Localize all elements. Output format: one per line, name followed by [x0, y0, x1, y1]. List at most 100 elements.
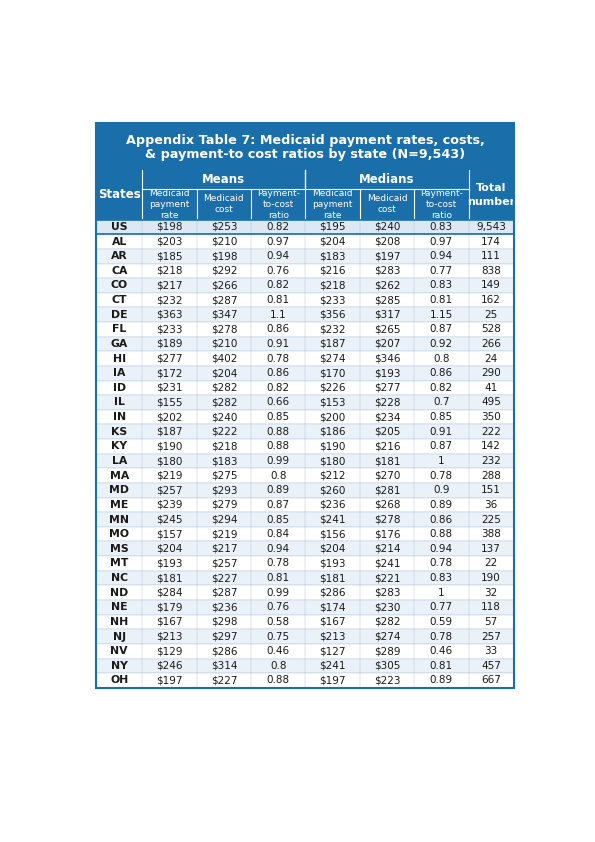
- Text: $157: $157: [156, 529, 183, 539]
- Text: IN: IN: [112, 412, 126, 422]
- Text: 0.81: 0.81: [430, 295, 453, 305]
- Text: Medicaid
cost: Medicaid cost: [367, 195, 408, 214]
- Text: $232: $232: [156, 295, 183, 305]
- Text: IL: IL: [114, 397, 125, 408]
- Text: 0.86: 0.86: [430, 368, 453, 378]
- Text: MT: MT: [110, 558, 129, 568]
- Text: 162: 162: [481, 295, 501, 305]
- Text: 0.97: 0.97: [267, 237, 290, 247]
- Text: $277: $277: [374, 383, 400, 393]
- Text: 0.9: 0.9: [433, 485, 450, 495]
- Text: $216: $216: [320, 266, 346, 276]
- Text: $179: $179: [156, 602, 183, 612]
- Text: CO: CO: [111, 280, 128, 290]
- Text: Medicaid
payment
rate: Medicaid payment rate: [312, 189, 353, 220]
- Text: $228: $228: [374, 397, 400, 408]
- Text: 57: 57: [484, 617, 498, 627]
- Text: $197: $197: [156, 675, 183, 685]
- Text: 1.1: 1.1: [270, 310, 287, 320]
- Text: 0.94: 0.94: [430, 251, 453, 261]
- Text: $187: $187: [320, 339, 346, 349]
- Bar: [96, 234, 514, 249]
- Text: 0.82: 0.82: [267, 280, 290, 290]
- Text: GA: GA: [111, 339, 128, 349]
- Text: $208: $208: [374, 237, 400, 247]
- Text: Payment-
to-cost
ratio: Payment- to-cost ratio: [257, 189, 300, 220]
- Text: 0.82: 0.82: [267, 383, 290, 393]
- Text: $172: $172: [156, 368, 183, 378]
- Text: 0.76: 0.76: [267, 266, 290, 276]
- Text: $197: $197: [374, 251, 400, 261]
- Text: 528: 528: [481, 324, 501, 334]
- Text: 0.87: 0.87: [430, 324, 453, 334]
- Text: CT: CT: [111, 295, 127, 305]
- Bar: [96, 249, 514, 264]
- Text: 0.99: 0.99: [267, 588, 290, 598]
- Text: 0.8: 0.8: [270, 471, 287, 481]
- Text: $181: $181: [320, 573, 346, 583]
- Text: 41: 41: [484, 383, 498, 393]
- Text: 0.94: 0.94: [430, 544, 453, 554]
- Text: $236: $236: [211, 602, 237, 612]
- Text: 9,543: 9,543: [476, 222, 506, 232]
- Text: 174: 174: [481, 237, 501, 247]
- Bar: [96, 512, 514, 527]
- Bar: [96, 468, 514, 483]
- Text: $200: $200: [320, 412, 346, 422]
- Text: $292: $292: [211, 266, 237, 276]
- Text: 0.85: 0.85: [267, 514, 290, 525]
- Text: $214: $214: [374, 544, 400, 554]
- Text: 290: 290: [481, 368, 501, 378]
- Text: $181: $181: [374, 456, 400, 466]
- Text: 118: 118: [481, 602, 501, 612]
- Text: Payment-
to-cost
ratio: Payment- to-cost ratio: [420, 189, 463, 220]
- Text: 0.89: 0.89: [430, 500, 453, 510]
- Text: NE: NE: [111, 602, 127, 612]
- Text: OH: OH: [110, 675, 129, 685]
- Text: Medicaid
payment
rate: Medicaid payment rate: [149, 189, 190, 220]
- Bar: [96, 483, 514, 498]
- Text: $260: $260: [320, 485, 346, 495]
- Text: ME: ME: [110, 500, 129, 510]
- Bar: [468, 170, 514, 220]
- Text: 111: 111: [481, 251, 501, 261]
- Text: $167: $167: [156, 617, 183, 627]
- Text: $181: $181: [156, 573, 183, 583]
- Text: 0.88: 0.88: [267, 675, 290, 685]
- Text: $246: $246: [156, 661, 183, 671]
- Text: 0.92: 0.92: [430, 339, 453, 349]
- Text: $185: $185: [156, 251, 183, 261]
- Text: $183: $183: [320, 251, 346, 261]
- Text: $226: $226: [320, 383, 346, 393]
- Text: 0.82: 0.82: [267, 222, 290, 232]
- Text: 257: 257: [481, 632, 501, 642]
- Bar: [96, 293, 514, 307]
- Text: $189: $189: [156, 339, 183, 349]
- Bar: [414, 189, 468, 220]
- Bar: [96, 264, 514, 278]
- Text: 149: 149: [481, 280, 501, 290]
- Text: Medians: Medians: [359, 173, 415, 186]
- Bar: [96, 498, 514, 512]
- Text: $282: $282: [211, 383, 237, 393]
- Text: 1.15: 1.15: [430, 310, 453, 320]
- Text: 1: 1: [438, 456, 444, 466]
- Text: 0.86: 0.86: [430, 514, 453, 525]
- Text: 0.91: 0.91: [267, 339, 290, 349]
- Bar: [96, 439, 514, 454]
- Text: $257: $257: [211, 558, 237, 568]
- Text: 142: 142: [481, 441, 501, 451]
- Text: 0.83: 0.83: [430, 573, 453, 583]
- Bar: [96, 220, 514, 234]
- Text: 0.91: 0.91: [430, 427, 453, 437]
- Bar: [251, 189, 305, 220]
- Text: $297: $297: [211, 632, 237, 642]
- Text: $347: $347: [211, 310, 237, 320]
- Text: Medicaid
cost: Medicaid cost: [203, 195, 244, 214]
- Text: $213: $213: [320, 632, 346, 642]
- Text: NY: NY: [111, 661, 128, 671]
- Text: $286: $286: [211, 646, 237, 656]
- Text: $314: $314: [211, 661, 237, 671]
- Text: $219: $219: [156, 471, 183, 481]
- Text: $289: $289: [374, 646, 400, 656]
